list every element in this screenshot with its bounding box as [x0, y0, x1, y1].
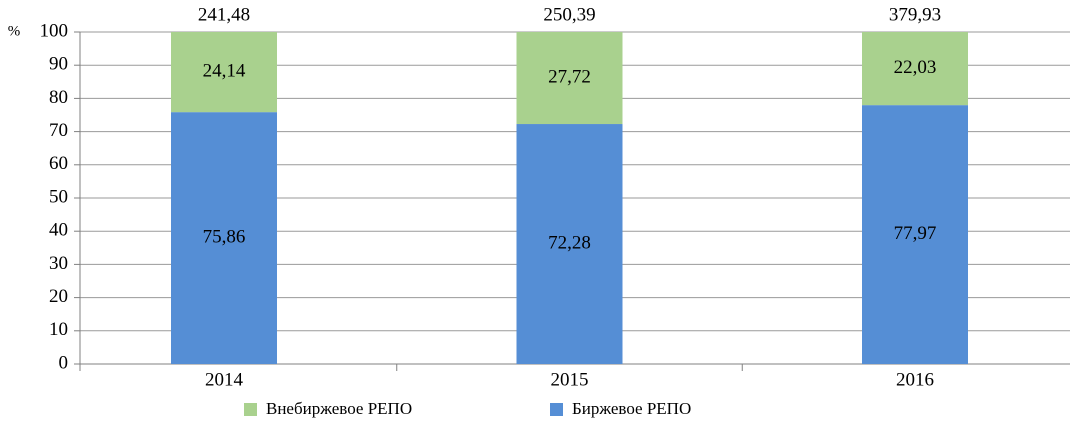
- y-tick-label: 30: [49, 253, 68, 274]
- y-tick-label: 80: [49, 87, 68, 108]
- bar-segment: [171, 32, 277, 113]
- y-tick-label: 90: [49, 54, 68, 75]
- value-label: 77,97: [894, 223, 937, 244]
- value-label: 22,03: [894, 57, 937, 78]
- y-tick-label: 50: [49, 186, 68, 207]
- legend-swatch: [550, 403, 563, 416]
- y-tick-label: 0: [59, 352, 69, 373]
- x-tick-label: 2014: [205, 369, 244, 390]
- value-label: 72,28: [548, 232, 591, 253]
- y-tick-label: 20: [49, 286, 68, 307]
- value-label: 27,72: [548, 66, 591, 87]
- bar-segment: [862, 32, 968, 106]
- total-label: 241,48: [198, 4, 250, 25]
- y-tick-label: 100: [40, 20, 69, 41]
- total-label: 379,93: [889, 4, 941, 25]
- y-tick-label: 40: [49, 220, 68, 241]
- y-unit: %: [8, 23, 21, 39]
- bar-segment: [171, 112, 277, 364]
- bar-segment: [516, 124, 623, 365]
- y-tick-label: 70: [49, 120, 68, 141]
- y-tick-label: 60: [49, 153, 68, 174]
- bar-segment: [862, 105, 968, 365]
- y-tick-label: 10: [49, 319, 68, 340]
- legend-swatch: [244, 403, 257, 416]
- value-label: 24,14: [203, 60, 246, 81]
- legend-label: Внебиржевое РЕПО: [266, 399, 412, 418]
- x-tick-label: 2015: [551, 369, 589, 390]
- legend-label: Биржевое РЕПО: [572, 399, 691, 418]
- bar-segment: [516, 32, 623, 125]
- x-tick-label: 2016: [896, 369, 934, 390]
- total-label: 250,39: [543, 4, 595, 25]
- value-label: 75,86: [203, 226, 246, 247]
